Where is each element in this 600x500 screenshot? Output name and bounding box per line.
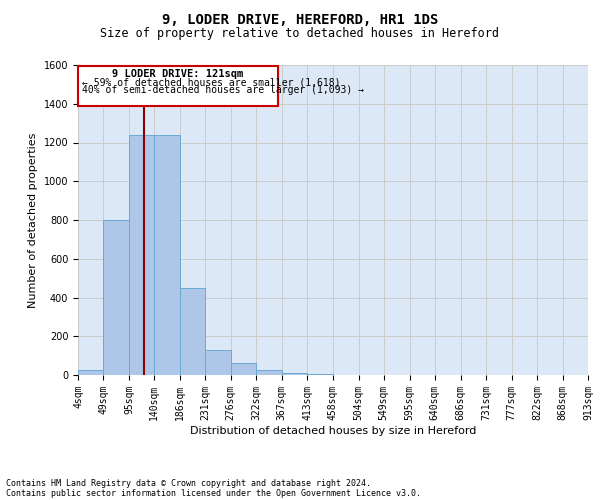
Text: ← 59% of detached houses are smaller (1,618): ← 59% of detached houses are smaller (1,… [82, 78, 341, 88]
Bar [103, 220, 129, 375]
Bar [307, 374, 333, 375]
Bar [281, 373, 307, 375]
Text: Contains public sector information licensed under the Open Government Licence v3: Contains public sector information licen… [6, 488, 421, 498]
Y-axis label: Number of detached properties: Number of detached properties [28, 132, 38, 308]
Text: Size of property relative to detached houses in Hereford: Size of property relative to detached ho… [101, 28, 499, 40]
Bar [154, 134, 180, 375]
Bar [205, 350, 230, 375]
X-axis label: Distribution of detached houses by size in Hereford: Distribution of detached houses by size … [190, 426, 476, 436]
Text: 9, LODER DRIVE, HEREFORD, HR1 1DS: 9, LODER DRIVE, HEREFORD, HR1 1DS [162, 12, 438, 26]
Bar [78, 66, 278, 106]
Text: 40% of semi-detached houses are larger (1,093) →: 40% of semi-detached houses are larger (… [82, 86, 364, 96]
Bar [129, 134, 154, 375]
Bar [256, 370, 281, 375]
Text: Contains HM Land Registry data © Crown copyright and database right 2024.: Contains HM Land Registry data © Crown c… [6, 478, 371, 488]
Bar [78, 370, 103, 375]
Text: 9 LODER DRIVE: 121sqm: 9 LODER DRIVE: 121sqm [112, 70, 244, 80]
Bar [230, 364, 256, 375]
Bar [180, 288, 205, 375]
